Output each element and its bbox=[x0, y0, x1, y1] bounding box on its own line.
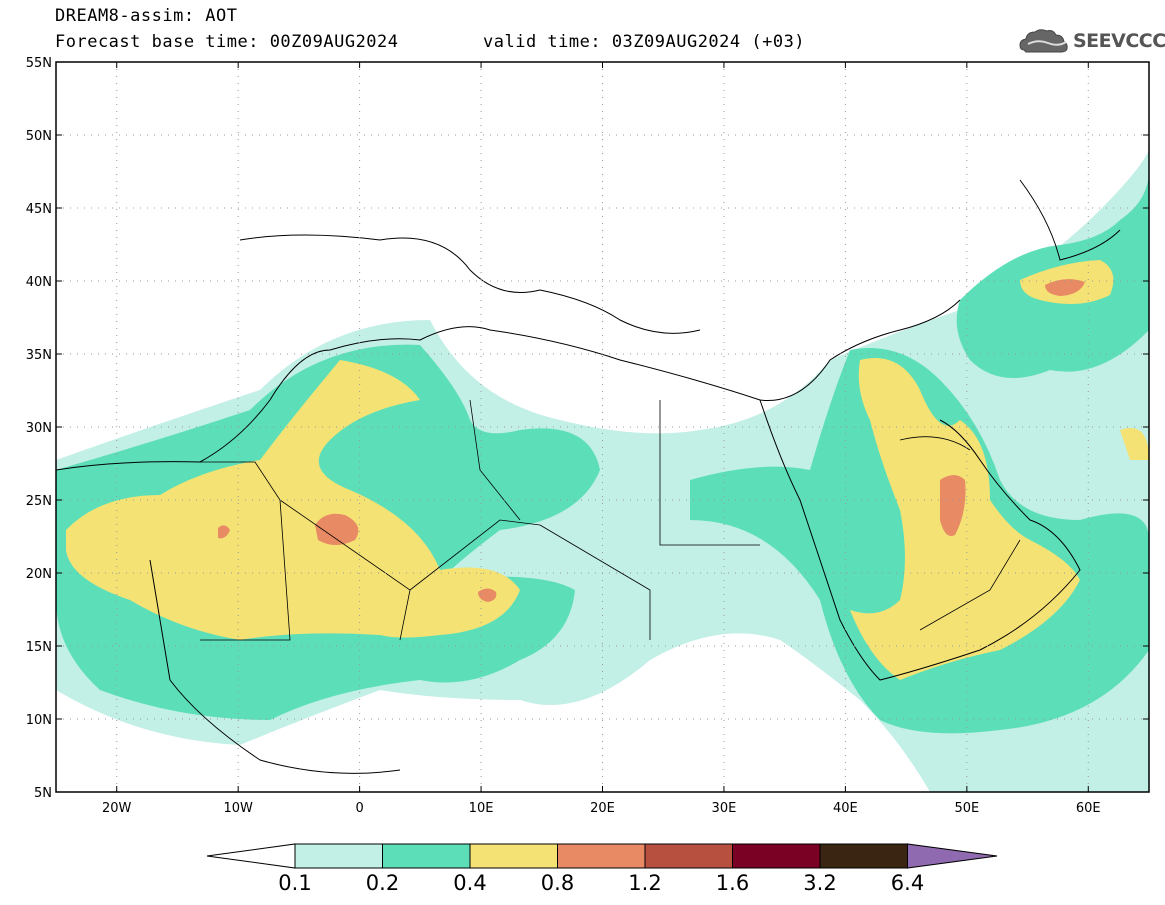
colorbar-box bbox=[819, 843, 908, 869]
lat-label: 40N bbox=[26, 275, 52, 290]
lat-label: 5N bbox=[34, 786, 52, 801]
colorbar-label: 1.6 bbox=[716, 871, 749, 895]
longitude-labels: 20W 10W 0 10E 20E 30E 40E 50E 60E bbox=[102, 801, 1101, 816]
lon-label: 60E bbox=[1076, 801, 1101, 816]
coastlines bbox=[56, 179, 1121, 792]
lat-label: 45N bbox=[26, 202, 52, 217]
colorbar-lower-arrow bbox=[206, 843, 296, 869]
colorbar-box bbox=[469, 843, 558, 869]
lat-label: 15N bbox=[26, 640, 52, 655]
aot-band-0.8 bbox=[218, 279, 1085, 602]
axis-ticks bbox=[56, 61, 1149, 793]
colorbar-box bbox=[732, 843, 821, 869]
colorbar-boxes bbox=[206, 843, 998, 869]
lon-label: 10W bbox=[223, 801, 253, 816]
colorbar-box bbox=[294, 843, 383, 869]
latitude-labels: 55N 50N 45N 40N 35N 30N 25N 20N 15N 10N 5N bbox=[26, 56, 52, 801]
forecast-base-time: Forecast base time: 00Z09AUG2024 bbox=[55, 32, 399, 52]
grid-lines bbox=[56, 62, 1149, 792]
colorbar-label: 0.8 bbox=[541, 871, 574, 895]
lon-label: 20E bbox=[590, 801, 615, 816]
colorbar-label: 0.4 bbox=[453, 871, 486, 895]
lat-label: 25N bbox=[26, 494, 52, 509]
logo-text: SEEVCCC bbox=[1073, 30, 1165, 52]
colorbar-label: 3.2 bbox=[803, 871, 836, 895]
colorbar-label: 0.1 bbox=[278, 871, 311, 895]
lat-label: 10N bbox=[26, 713, 52, 728]
colorbar-label: 0.2 bbox=[366, 871, 399, 895]
map-title: DREAM8-assim: AOT bbox=[55, 6, 238, 26]
colorbar-box bbox=[557, 843, 646, 869]
lat-label: 55N bbox=[26, 56, 52, 71]
colorbar-label: 1.2 bbox=[628, 871, 661, 895]
lat-label: 30N bbox=[26, 421, 52, 436]
lon-label: 30E bbox=[712, 801, 737, 816]
lat-label: 20N bbox=[26, 567, 52, 582]
colorbar-labels: 0.1 0.2 0.4 0.8 1.2 1.6 3.2 6.4 bbox=[278, 871, 924, 895]
colorbar-upper-arrow bbox=[907, 843, 998, 869]
lon-label: 20W bbox=[102, 801, 132, 816]
lon-label: 10E bbox=[469, 801, 494, 816]
colorbar-box bbox=[644, 843, 733, 869]
colorbar-label: 6.4 bbox=[891, 871, 924, 895]
lon-label: 40E bbox=[833, 801, 858, 816]
lat-label: 50N bbox=[26, 129, 52, 144]
lat-label: 35N bbox=[26, 348, 52, 363]
valid-time: valid time: 03Z09AUG2024 (+03) bbox=[483, 32, 806, 52]
colorbar-box bbox=[382, 843, 471, 869]
lon-label: 0 bbox=[355, 801, 363, 816]
lon-label: 50E bbox=[954, 801, 979, 816]
cloud-logo-icon bbox=[1019, 29, 1068, 53]
country-borders bbox=[200, 399, 1021, 641]
